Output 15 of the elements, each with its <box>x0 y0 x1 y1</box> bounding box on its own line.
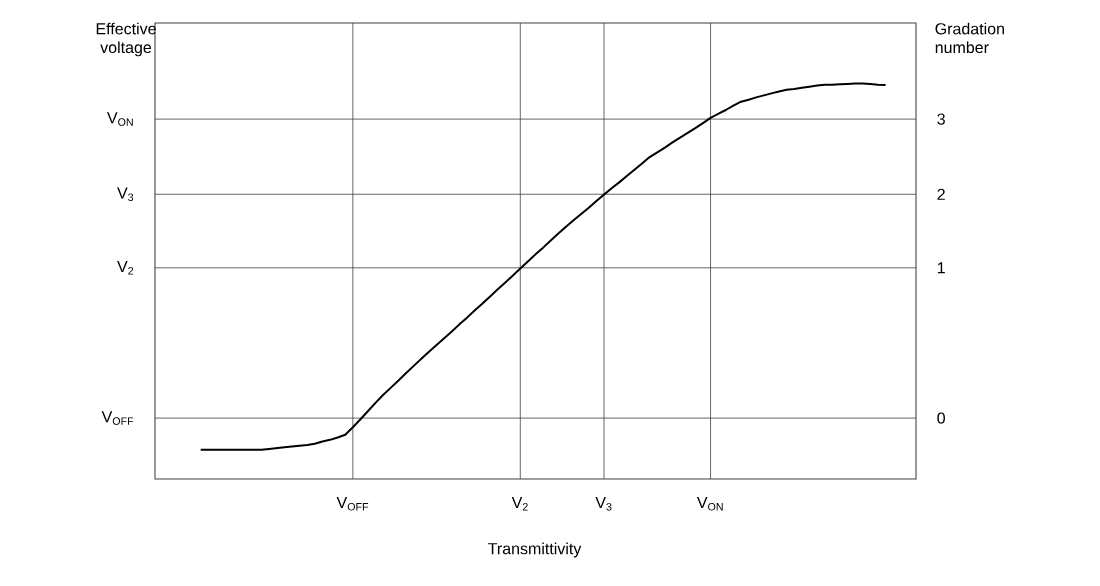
ref-line-label: V$_{3}$ <box>117 187 134 201</box>
x-tick-label: V$_{ON}$ <box>696 497 723 511</box>
x-tick-label: V$_{OFF}$ <box>336 497 369 511</box>
x-tick-label: V$_{2}$ <box>511 497 528 511</box>
x-axis-title: Transmittivity <box>488 542 582 558</box>
text: 3 <box>937 113 945 125</box>
ref-line-label: V$_{2}$ <box>117 261 134 275</box>
text: 0 <box>937 412 945 424</box>
y2-axis-title: Gradation number <box>935 22 1004 54</box>
x-tick-label: V$_{3}$ <box>595 497 612 511</box>
ref-line-label: V$_{ON}$ <box>107 112 133 126</box>
text: 1 <box>937 262 945 274</box>
ref-line-label: V$_{OFF}$ <box>101 411 134 425</box>
text: 2 <box>937 188 945 200</box>
y-axis-title: Effective voltage <box>96 22 156 57</box>
